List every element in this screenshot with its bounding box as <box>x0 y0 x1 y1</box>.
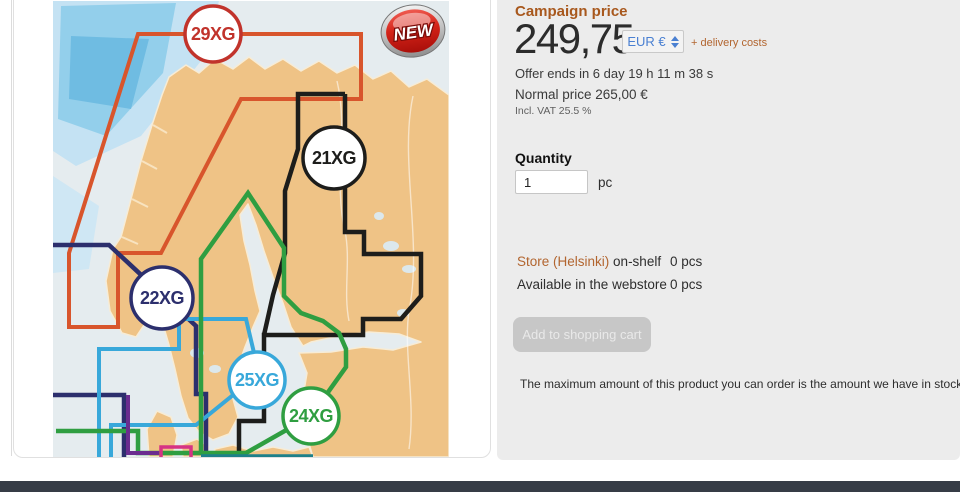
max-order-warning-text: The maximum amount of this product you c… <box>520 377 960 391</box>
store-link[interactable]: Store (Helsinki) <box>517 254 610 269</box>
region-badge-29xg: 29XG <box>183 4 243 64</box>
normal-price: Normal price 265,00 € <box>515 87 648 102</box>
new-badge: NEW <box>380 4 446 58</box>
svg-text:25XG: 25XG <box>235 370 279 390</box>
add-to-cart-button[interactable]: Add to shopping cart <box>513 317 651 352</box>
store-availability-row: Store (Helsinki) on-shelf 0 pcs <box>517 250 702 273</box>
currency-selector[interactable]: EUR € <box>622 30 684 53</box>
max-order-warning: The maximum amount of this product you c… <box>513 376 960 392</box>
region-outline-partial-pink <box>159 445 193 457</box>
webstore-availability-row: Available in the webstore 0 pcs <box>517 273 702 296</box>
price-amount: 249,75 <box>514 15 635 62</box>
vat-note: Incl. VAT 25.5 % <box>515 105 592 117</box>
store-amount: 0 pcs <box>670 254 703 269</box>
product-detail-panel: Campaign price 249,75 EUR € + delivery c… <box>497 0 960 460</box>
region-outline-25xg <box>97 317 262 457</box>
store-shelf-label: on-shelf <box>613 254 662 269</box>
region-outline-29xg <box>67 32 363 329</box>
region-badge-22xg: 22XG <box>129 265 195 331</box>
product-image-card[interactable]: 29XG 21XG 22XG 25XG 24XG N <box>13 0 491 458</box>
quantity-input[interactable] <box>515 170 588 194</box>
region-outline-21xg <box>236 91 424 457</box>
webstore-amount: 0 pcs <box>670 277 703 292</box>
delivery-costs-link[interactable]: + delivery costs <box>691 37 768 49</box>
webstore-label: Available in the webstore <box>517 277 667 292</box>
region-badge-21xg: 21XG <box>301 125 367 191</box>
currency-sort-icon <box>670 35 679 48</box>
carousel-divider-line <box>11 0 12 456</box>
svg-text:24XG: 24XG <box>289 406 333 426</box>
availability-section: Store (Helsinki) on-shelf 0 pcs Availabl… <box>517 250 702 296</box>
region-badge-25xg: 25XG <box>227 350 287 410</box>
map-sea-depth-patches <box>53 1 219 273</box>
svg-text:29XG: 29XG <box>191 24 235 44</box>
region-outline-partial-purple <box>126 395 159 455</box>
product-map-image: 29XG 21XG 22XG 25XG 24XG N <box>53 1 449 457</box>
svg-text:21XG: 21XG <box>312 148 356 168</box>
region-outline-24xg <box>56 189 349 456</box>
currency-selector-value: EUR € <box>627 34 666 49</box>
offer-countdown: Offer ends in 6 day 19 h 11 m 38 s <box>515 66 714 81</box>
svg-text:22XG: 22XG <box>140 288 184 308</box>
campaign-price-heading: Campaign price <box>515 3 628 20</box>
quantity-unit: pc <box>598 175 613 190</box>
region-outline-22xg <box>53 242 209 457</box>
quantity-label: Quantity <box>515 150 572 166</box>
region-badge-24xg: 24XG <box>281 386 341 446</box>
footer-bar <box>0 481 960 492</box>
